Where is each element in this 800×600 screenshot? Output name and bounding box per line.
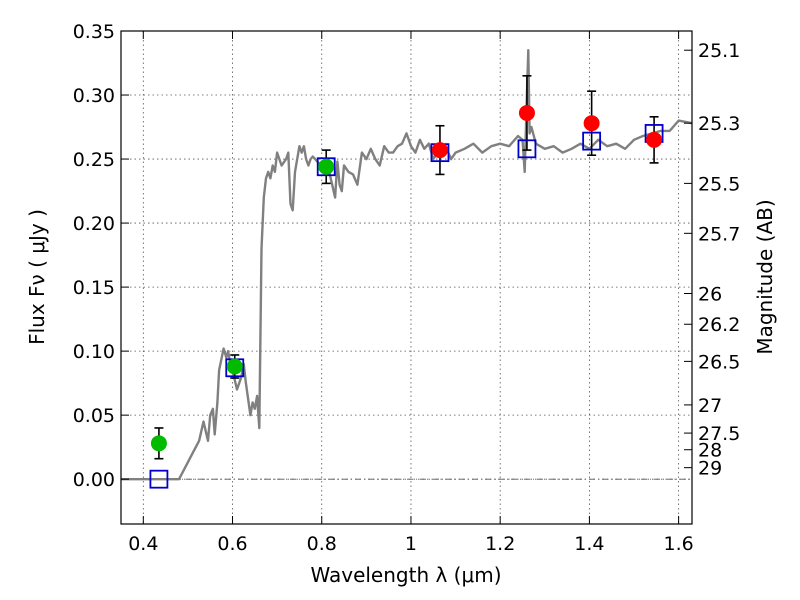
x-tick-label: 1 [405, 533, 417, 555]
grid-lines [121, 30, 692, 524]
model-square-point [316, 157, 336, 177]
right-tick-label: 27.5 [698, 423, 740, 445]
x-tick-label: 1.2 [485, 533, 515, 555]
y-axis-right-label: Magnitude (AB) [753, 199, 777, 354]
right-tick-label: 25.5 [698, 173, 740, 195]
x-axis-label: Wavelength λ (μm) [310, 563, 501, 587]
photometry-point [318, 158, 335, 175]
y-tick-label: 0.35 [73, 21, 115, 43]
plot-frame [120, 30, 693, 525]
axis-ticks: 0.4 0.6 0.8 1 1.2 1.4 1.6 0.00 0.05 0.10 0.15 0.20 0… [73, 21, 741, 555]
model-square-point [149, 469, 169, 489]
y-tick-label: 0.25 [73, 149, 115, 171]
right-tick-label: 26.5 [698, 351, 740, 373]
y-tick-label: 0.15 [73, 277, 115, 299]
y-tick-label: 0.30 [73, 85, 115, 107]
y-tick-label: 0.05 [73, 405, 115, 427]
right-tick-label: 27 [698, 395, 722, 417]
photometry-point [646, 131, 663, 148]
x-tick-label: 1.4 [574, 533, 604, 555]
model-square-point [517, 139, 537, 159]
photometry-point [583, 115, 600, 132]
y-axis-label: Flux Fν ( μJy ) [25, 209, 49, 345]
model-square-point [582, 131, 602, 151]
right-tick-label: 25.3 [698, 113, 740, 135]
y-tick-label: 0.10 [73, 341, 115, 363]
x-tick-label: 0.8 [307, 533, 337, 555]
right-tick-label: 29 [698, 458, 722, 480]
x-tick-label: 1.6 [664, 533, 694, 555]
y-tick-label: 0.00 [73, 469, 115, 491]
x-tick-label: 0.4 [128, 533, 158, 555]
y-tick-label: 0.20 [73, 213, 115, 235]
right-tick-label: 26.2 [698, 314, 740, 336]
photometry-point [226, 358, 243, 375]
marker-layer [149, 104, 664, 489]
right-tick-label: 28 [698, 440, 722, 462]
x-tick-label: 0.6 [217, 533, 247, 555]
right-tick-label: 25.7 [698, 223, 740, 245]
right-tick-label: 25.1 [698, 40, 740, 62]
right-tick-label: 26 [698, 284, 722, 306]
photometry-point [150, 435, 167, 452]
photometry-point [431, 142, 448, 159]
photometry-point [518, 104, 535, 121]
